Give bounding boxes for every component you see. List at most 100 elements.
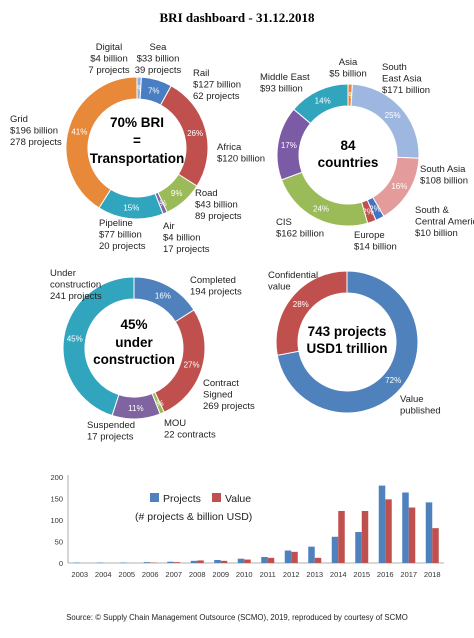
x-tick-label: 2018: [424, 570, 441, 579]
slice-category-label: Suspended 17 projects: [87, 420, 135, 443]
donut-center-label: 743 projects USD1 trillion: [306, 324, 387, 356]
slice-percent-label: 2%: [369, 205, 381, 214]
donut-center-label: 84 countries: [318, 138, 379, 170]
slice-category-label: Completed 194 projects: [190, 275, 242, 298]
x-tick-label: 2012: [283, 570, 300, 579]
x-tick-label: 2005: [118, 570, 135, 579]
slice-percent-label: 1%: [344, 91, 356, 100]
slice-percent-label: 15%: [123, 204, 139, 213]
slice-percent-label: 25%: [385, 111, 401, 120]
value-bar: [244, 559, 251, 563]
slice-category-label: Middle East $93 billion: [260, 72, 310, 95]
donut-center-label: 70% BRI = Transportation: [90, 115, 185, 166]
slice-category-label: Sea $33 billion 39 projects: [135, 42, 182, 76]
slice-percent-label: 1%: [155, 199, 167, 208]
slice-category-label: Road $43 billion 89 projects: [195, 188, 242, 222]
slice-percent-label: 41%: [71, 127, 87, 136]
slice-category-label: MOU 22 contracts: [164, 418, 216, 441]
value-bar: [197, 560, 204, 563]
slice-percent-label: 9%: [171, 189, 183, 198]
slice-category-label: Europe $14 billion: [354, 230, 397, 253]
x-tick-label: 2007: [165, 570, 182, 579]
projects-bar: [331, 536, 339, 563]
value-bar: [385, 499, 392, 563]
slice-percent-label: 14%: [315, 97, 331, 106]
slice-category-label: Pipeline $77 billion 20 projects: [99, 218, 146, 252]
slice-percent-label: 24%: [313, 205, 329, 214]
projects-bar: [261, 556, 268, 563]
projects-bar: [425, 502, 433, 563]
projects-bar: [308, 546, 315, 563]
value-bar: [408, 507, 416, 563]
legend-swatch: [212, 493, 221, 502]
projects-bar: [214, 559, 221, 563]
y-tick-label: 0: [59, 559, 63, 568]
x-tick-label: 2004: [95, 570, 112, 579]
slice-percent-label: 17%: [281, 141, 297, 150]
legend-label: Projects: [163, 493, 201, 505]
slice-category-label: Value published: [400, 394, 441, 417]
slice-percent-label: 11%: [128, 404, 143, 413]
dashboard-title: BRI dashboard - 31.12.2018: [160, 10, 315, 25]
slice-category-label: Confidential value: [268, 270, 318, 293]
slice-category-label: Grid $196 billion 278 projects: [10, 114, 62, 148]
sector-donut-chart: 1% Digital $4 billion 7 projects 7% Sea $33 bi…: [10, 42, 242, 255]
x-tick-label: 2011: [260, 570, 276, 579]
chart-annotation: (# projects & billion USD): [135, 511, 252, 523]
slice-percent-label: 45%: [67, 335, 83, 344]
slice-percent-label: 16%: [155, 291, 171, 300]
x-tick-label: 2003: [71, 570, 88, 579]
projects-bar: [190, 560, 198, 563]
source-note: Source: © Supply Chain Management Outsou…: [66, 613, 408, 622]
region-donut-chart: 1% Asia $5 billion 25% South East Asia $171 bi…: [217, 57, 474, 253]
slice-category-label: Air $4 billion 17 projects: [163, 221, 210, 255]
x-tick-label: 2014: [330, 570, 347, 579]
x-tick-label: 2008: [189, 570, 206, 579]
slice-percent-label: 1%: [133, 84, 145, 93]
projects-bar: [143, 562, 151, 563]
y-tick-label: 150: [50, 495, 63, 504]
slice-category-label: Under construction 241 projects: [50, 268, 102, 302]
slice-percent-label: 1%: [152, 399, 164, 408]
value-bar: [314, 557, 322, 563]
slice-category-label: South Asia $108 billion: [420, 164, 468, 187]
projects-bar: [167, 561, 174, 563]
x-tick-label: 2010: [236, 570, 253, 579]
value-bar: [361, 510, 369, 563]
donut-slice: [280, 171, 369, 227]
y-tick-label: 200: [50, 473, 63, 482]
slice-percent-label: 72%: [385, 376, 401, 385]
slice-percent-label: 7%: [148, 86, 160, 95]
status-donut-chart: 16% Completed 194 projects 27%Contract Signe…: [50, 268, 255, 443]
donut-slice: [62, 276, 135, 417]
projects-bar: [378, 485, 386, 563]
x-tick-label: 2006: [142, 570, 159, 579]
y-tick-label: 100: [50, 516, 63, 525]
disclosure-donut-chart: 72% Value published 28% Confidential value 743…: [268, 270, 441, 417]
slice-percent-label: 28%: [293, 300, 309, 309]
x-tick-label: 2013: [306, 570, 323, 579]
donut-slice: [275, 270, 348, 356]
slice-category-label: South East Asia $171 billion: [382, 62, 430, 96]
projects-bar: [237, 558, 245, 563]
x-tick-label: 2009: [212, 570, 229, 579]
x-tick-label: 2017: [400, 570, 417, 579]
value-bar: [173, 562, 181, 563]
value-bar: [220, 560, 228, 563]
donut-slice: [292, 83, 349, 125]
slice-category-label: Digital $4 billion 7 projects: [88, 42, 129, 76]
slice-percent-label: 2%: [362, 208, 374, 217]
projects-bar: [402, 492, 409, 563]
slice-category-label: Asia $5 billion: [329, 57, 367, 80]
slice-category-label: Rail $127 billion 62 projects: [193, 68, 241, 102]
donut-slice: [65, 76, 138, 209]
value-bar: [338, 510, 345, 563]
donut-center-label: 45% under construction: [93, 317, 175, 367]
x-tick-label: 2016: [377, 570, 394, 579]
value-bar: [432, 528, 439, 563]
slice-category-label: South &Central America$10 billion: [415, 205, 474, 239]
yearly-bar-chart: 0 50 100 150 200 2003 2004 2005 2006 2007 2008 2009…: [50, 473, 444, 579]
x-tick-label: 2015: [353, 570, 370, 579]
value-bar: [291, 551, 298, 563]
